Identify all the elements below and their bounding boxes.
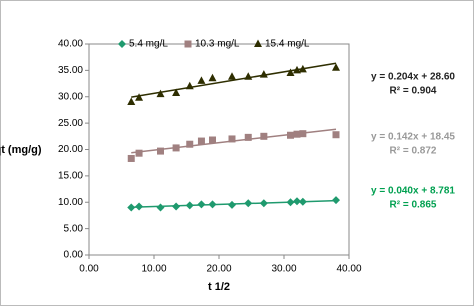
point [135, 93, 144, 101]
y-tick-label: 25.00 [58, 118, 83, 129]
trendline-r2: R² = 0.904 [390, 86, 437, 97]
point [197, 200, 206, 209]
y-axis-label: qt (mg/g) [0, 144, 42, 156]
point [186, 140, 194, 148]
point [156, 89, 165, 98]
point [332, 131, 340, 139]
trendline-equation: y = 0.142x + 18.45 [371, 132, 455, 143]
point [287, 131, 294, 139]
point [208, 200, 217, 209]
legend-label: 10.3 mg/L [195, 39, 240, 50]
y-tick-label: 35.00 [58, 65, 83, 76]
y-tick-label: 15.00 [58, 171, 83, 182]
x-tick-label: 20.00 [206, 264, 231, 275]
point [156, 203, 165, 212]
point [299, 130, 307, 138]
y-tick-label: 0.00 [64, 250, 84, 261]
point [197, 137, 205, 145]
point [293, 197, 301, 206]
point [286, 198, 295, 207]
point [286, 68, 295, 77]
trendline-equation: y = 0.040x + 8.781 [371, 186, 455, 197]
y-tick-label: 40.00 [58, 39, 83, 50]
point [260, 132, 268, 140]
point [135, 202, 144, 211]
point [228, 135, 236, 143]
x-tick-label: 0.00 [79, 264, 99, 275]
point [298, 197, 307, 206]
point [127, 154, 135, 162]
y-tick-label: 10.00 [58, 197, 83, 208]
point [259, 199, 268, 208]
y-tick-label: 30.00 [58, 91, 83, 102]
legend-marker [184, 40, 192, 48]
point [209, 136, 216, 144]
legend-marker [118, 40, 126, 48]
point [197, 76, 206, 84]
legend-label: 5.4 mg/L [129, 39, 168, 50]
point [259, 70, 268, 78]
point [298, 64, 307, 73]
point [332, 196, 340, 205]
point [185, 201, 194, 210]
point [127, 97, 136, 106]
point [244, 199, 253, 208]
trendline-r2: R² = 0.872 [390, 146, 437, 157]
point [172, 88, 181, 97]
point [127, 203, 136, 212]
legend-label: 15.4 mg/L [265, 39, 310, 50]
point [157, 147, 164, 155]
x-tick-label: 40.00 [336, 264, 361, 275]
point [228, 72, 236, 80]
trendline-r2: R² = 0.865 [390, 200, 437, 211]
point [135, 149, 143, 157]
point [332, 63, 340, 71]
trendline-equation: y = 0.204x + 28.60 [371, 72, 455, 83]
y-tick-label: 5.00 [64, 223, 84, 234]
point [228, 200, 236, 209]
x-tick-label: 10.00 [141, 264, 166, 275]
point [185, 81, 194, 90]
point [293, 65, 301, 74]
point [293, 130, 301, 138]
x-axis-label: t 1/2 [208, 281, 230, 293]
point [244, 133, 252, 141]
point [172, 202, 181, 211]
point [244, 72, 253, 80]
point [208, 73, 217, 82]
point [172, 144, 180, 152]
legend-marker [254, 39, 262, 47]
x-tick-label: 30.00 [271, 264, 296, 275]
y-tick-label: 20.00 [58, 144, 83, 155]
